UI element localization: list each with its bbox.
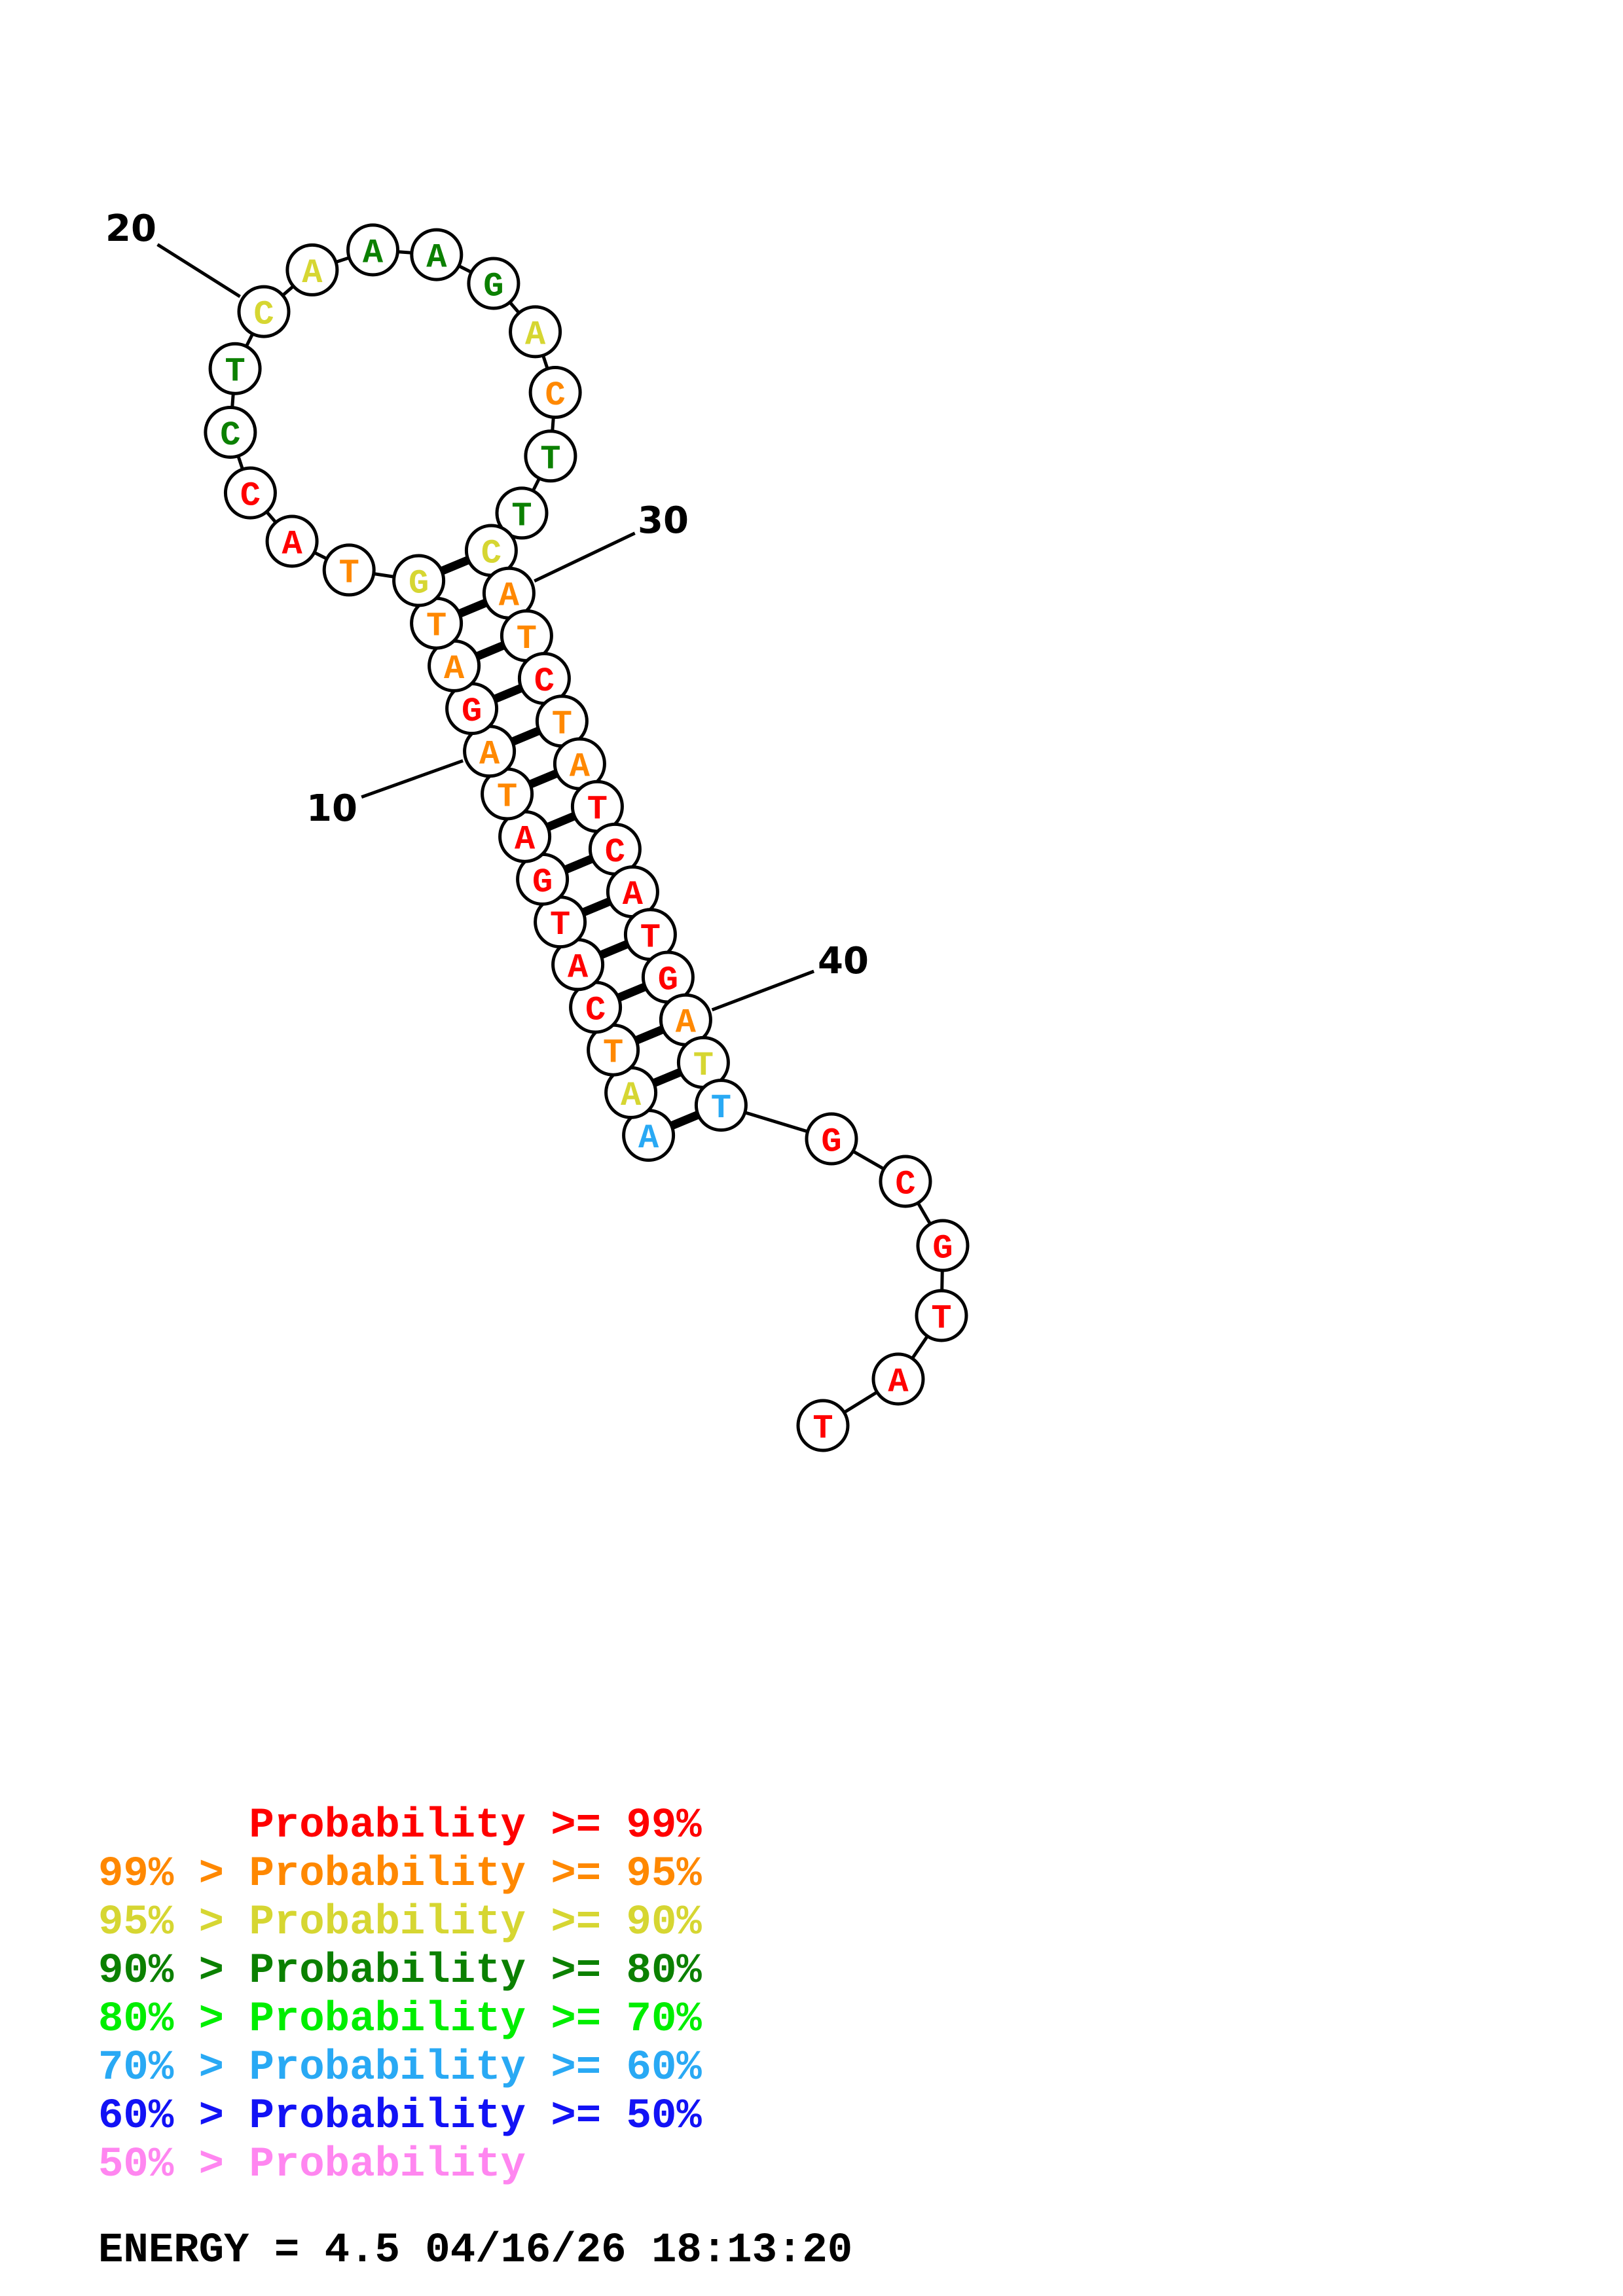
nucleotide-letter: C — [545, 376, 566, 415]
nucleotide-letter: G — [532, 863, 553, 902]
nucleotide-letter: T — [517, 620, 537, 658]
nucleotide-letter: T — [497, 778, 517, 817]
nucleotide-circle — [871, 1352, 925, 1406]
nucleotide-letter: T — [550, 906, 570, 944]
position-label: 10 — [306, 787, 357, 830]
nucleotide-letter: T — [603, 1034, 623, 1073]
nucleotide-letter: G — [658, 961, 678, 1000]
nucleotide-letter: T — [426, 607, 447, 646]
nucleotide-letter: C — [220, 416, 240, 455]
nucleotide-letter: A — [570, 748, 591, 787]
nucleotide-letter: C — [253, 296, 274, 334]
position-labels-layer: 10 20 30 40 — [105, 207, 869, 1012]
nucleotide-circle — [410, 228, 464, 281]
nucleotide-letter: T — [812, 1410, 833, 1448]
nucleotide-circle — [915, 1289, 968, 1342]
nucleotide-letter: A — [621, 1077, 642, 1115]
nucleotide-circle — [322, 543, 376, 597]
nucleotide-letter: A — [638, 1119, 659, 1158]
nucleotide-letter: G — [932, 1230, 953, 1268]
nucleotide-letter: T — [640, 918, 661, 957]
nucleotide-letter: C — [240, 477, 261, 516]
nucleotide-letter: G — [409, 565, 429, 603]
label-leader-line — [711, 969, 815, 1012]
position-label: 20 — [105, 207, 156, 250]
nucleotide-circle — [796, 1399, 850, 1452]
nucleotide-letter: A — [888, 1363, 909, 1402]
nucleotide-letter: T — [511, 497, 532, 535]
nucleotide-letter: A — [444, 650, 465, 689]
nucleotide-letter: C — [481, 535, 501, 573]
nucleotide-circle — [208, 342, 262, 395]
nucleotide-letter: A — [499, 577, 520, 616]
nucleotide-circle — [509, 305, 562, 359]
nucleotide-letter: C — [605, 833, 625, 872]
nucleotide-circle — [916, 1219, 970, 1272]
legend-row: 99% > Probability >= 95% — [98, 1851, 702, 1898]
nucleotide-circle — [524, 429, 577, 483]
backbone-bonds-layer — [228, 248, 945, 1427]
nucleotide-letter: A — [363, 234, 384, 272]
legend-row: Probability >= 99% — [249, 1803, 702, 1850]
nucleotide-circle — [392, 554, 446, 607]
label-leader-line — [534, 531, 636, 583]
nucleotide-letter: T — [339, 554, 359, 592]
nucleotide-letter: A — [515, 821, 536, 859]
nucleotide-letter: T — [693, 1047, 714, 1085]
nucleotide-letter: C — [585, 992, 606, 1030]
nucleotide-letter: T — [711, 1089, 731, 1128]
nucleotide-circle — [528, 366, 582, 420]
nucleotide-circle — [879, 1155, 932, 1208]
legend-row: 90% > Probability >= 80% — [98, 1948, 702, 1995]
nucleotide-circle — [285, 243, 339, 296]
nucleotide-circle — [495, 486, 549, 540]
legend-row: 50% > Probability — [98, 2142, 526, 2189]
nucleotide-letter: C — [534, 662, 555, 701]
nucleotide-letter: A — [302, 254, 323, 293]
nucleotide-letter: A — [479, 735, 500, 774]
nucleotide-circle — [204, 405, 257, 459]
energy-readout: ENERGY = 4.5 04/16/26 18:13:20 — [98, 2227, 852, 2274]
legend-row: 60% > Probability >= 50% — [98, 2093, 702, 2140]
nucleotide-circle — [223, 466, 277, 520]
legend-row: 80% > Probability >= 70% — [98, 1996, 702, 2043]
nucleotide-letter: T — [552, 705, 572, 744]
position-label: 30 — [638, 499, 689, 542]
nucleotide-circle — [265, 514, 319, 568]
nucleotide-circle — [467, 257, 520, 310]
probability-legend: Probability >= 99%99% > Probability >= 9… — [98, 1803, 702, 2189]
nucleotide-letter: T — [587, 791, 608, 829]
legend-row: 95% > Probability >= 90% — [98, 1899, 702, 1946]
nucleotide-letter: T — [931, 1300, 951, 1338]
base-pair-bonds-layer — [417, 546, 723, 1139]
label-leader-line — [156, 243, 241, 298]
nucleotide-circle — [346, 223, 400, 277]
nucleotide-circle — [805, 1112, 858, 1166]
position-label: 40 — [818, 940, 869, 982]
nucleotide-letter: T — [540, 440, 560, 478]
nucleotide-letter: C — [895, 1166, 915, 1204]
legend-row: 70% > Probability >= 60% — [98, 2045, 702, 2092]
nucleotide-letter: T — [225, 353, 245, 391]
nucleotide-letter: G — [821, 1123, 841, 1162]
nucleotide-circle — [694, 1079, 748, 1132]
nucleotide-letter: G — [462, 692, 482, 731]
nucleotide-letter: A — [568, 948, 589, 987]
nucleotide-letter: A — [282, 526, 302, 564]
nucleotide-letter: A — [426, 239, 447, 278]
nucleotide-letter: A — [525, 315, 546, 354]
label-leader-line — [361, 759, 464, 799]
nucleotide-circle — [237, 285, 291, 338]
nucleotide-letter: A — [676, 1004, 697, 1043]
nucleotide-letter: G — [483, 267, 503, 306]
nucleotide-letter: A — [623, 876, 644, 914]
